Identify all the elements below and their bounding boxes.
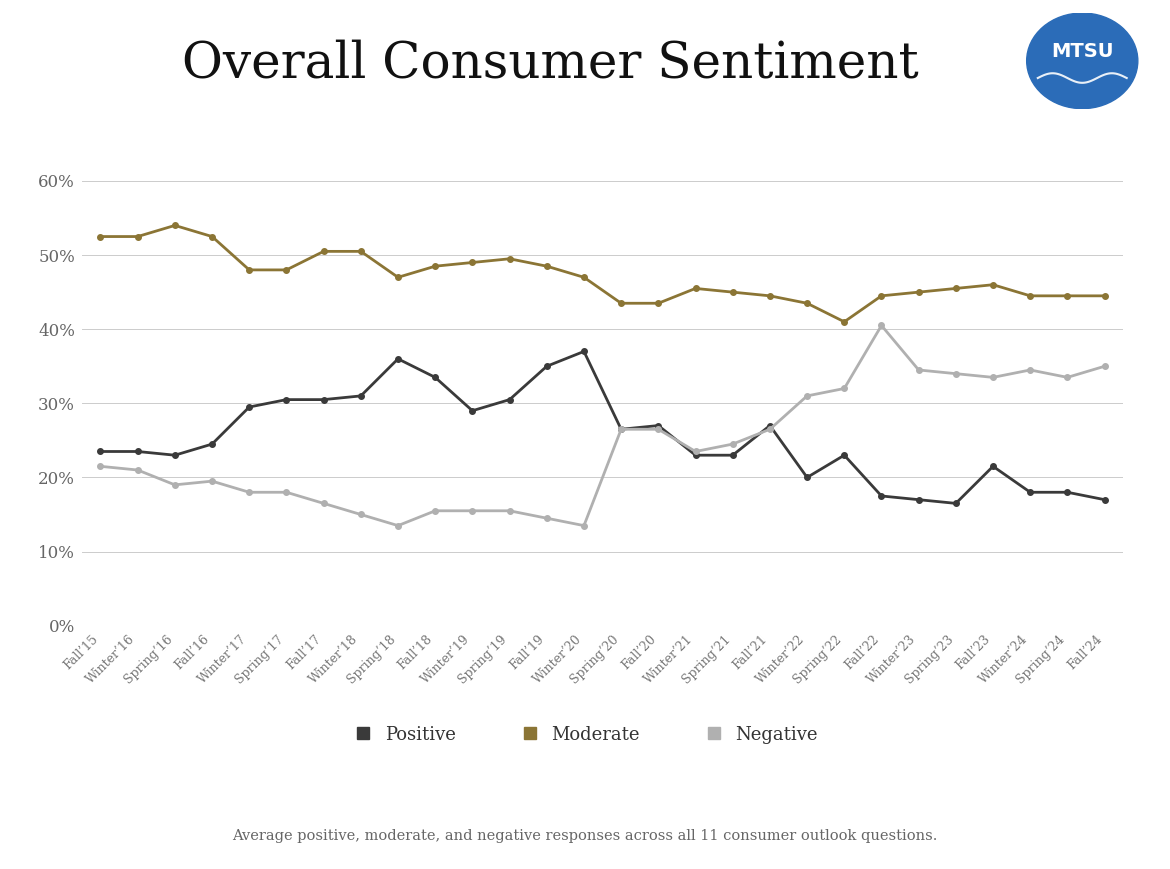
Legend: Positive, Moderate, Negative: Positive, Moderate, Negative bbox=[345, 719, 825, 752]
Text: MTSU: MTSU bbox=[1051, 42, 1114, 61]
Ellipse shape bbox=[1027, 13, 1137, 109]
Text: Average positive, moderate, and negative responses across all 11 consumer outloo: Average positive, moderate, and negative… bbox=[233, 829, 937, 843]
Text: Overall Consumer Sentiment: Overall Consumer Sentiment bbox=[181, 39, 918, 89]
